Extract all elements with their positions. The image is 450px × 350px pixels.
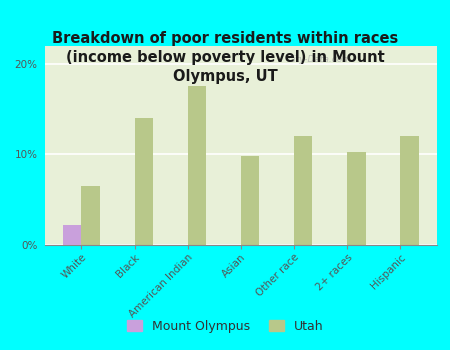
Text: Breakdown of poor residents within races
(income below poverty level) in Mount
O: Breakdown of poor residents within races… [52,32,398,84]
Bar [188,86,206,245]
Bar [241,156,259,245]
Bar [400,136,418,245]
Bar [135,118,153,245]
Legend: Mount Olympus, Utah: Mount Olympus, Utah [123,316,327,337]
Text: City-Data.com: City-Data.com [288,56,352,64]
Bar [347,152,365,245]
Bar [63,225,81,245]
Bar [81,186,100,245]
Bar [294,136,312,245]
